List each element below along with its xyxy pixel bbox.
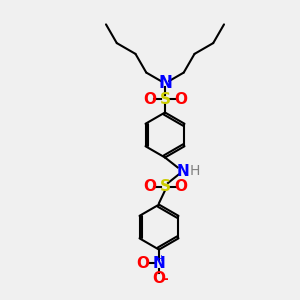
Text: S: S <box>160 179 170 194</box>
Text: H: H <box>189 164 200 178</box>
Text: +: + <box>158 254 164 263</box>
Text: N: N <box>158 74 172 92</box>
Text: O: O <box>143 92 156 106</box>
Text: O: O <box>152 271 166 286</box>
Text: N: N <box>177 164 189 178</box>
Text: -: - <box>162 272 168 286</box>
Text: O: O <box>136 256 149 271</box>
Text: S: S <box>160 92 170 106</box>
Text: O: O <box>174 92 187 106</box>
Text: N: N <box>153 256 165 271</box>
Text: O: O <box>143 179 156 194</box>
Text: O: O <box>174 179 187 194</box>
